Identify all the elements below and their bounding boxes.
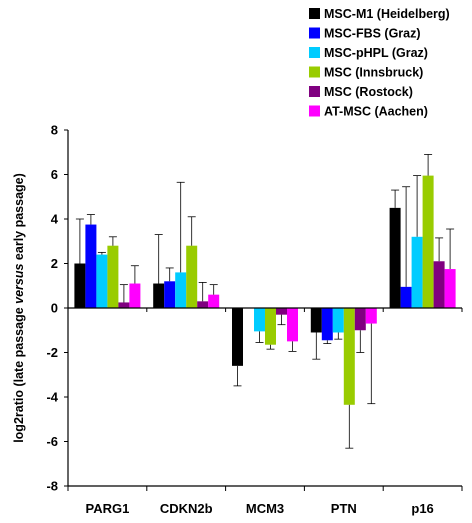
category-label-1: CDKN2b: [160, 501, 213, 516]
y-axis-label: log2ratio (late passage versus early pas…: [12, 173, 26, 443]
legend-label-4: MSC (Rostock): [324, 85, 413, 99]
bar-4-3: [354, 308, 366, 331]
y-tick-label-6: 4: [51, 212, 59, 227]
bar-0-4: [389, 207, 401, 309]
y-tick-label-2: -4: [46, 390, 58, 405]
legend-label-2: MSC-pHPL (Graz): [324, 46, 428, 60]
error-bars: [75, 154, 455, 449]
y-axis-label-italic: versus: [12, 264, 26, 304]
y-tick-label-8: 8: [51, 123, 58, 138]
legend-swatch-0: [309, 8, 320, 19]
axes: -8 -6 -4 -2 0 2 4 6 8 PARG1 CDKN2b MCM3 PTN p16: [46, 123, 463, 516]
y-tick-label-0: -8: [46, 479, 58, 494]
bar-5-3: [365, 308, 377, 324]
category-label-4: p16: [411, 501, 433, 516]
bar-5-2: [287, 308, 298, 342]
y-axis-label-suffix: early passage): [12, 173, 26, 263]
y-tick-label-7: 6: [51, 167, 58, 182]
bar-1-0: [85, 224, 97, 308]
y-tick-label-5: 2: [51, 256, 58, 271]
legend-label-1: MSC-FBS (Graz): [324, 27, 421, 41]
y-tick-label-3: -2: [46, 345, 58, 360]
legend: MSC-M1 (Heidelberg) MSC-FBS (Graz) MSC-pHP…: [309, 7, 450, 119]
y-tick-label-4: 0: [51, 301, 58, 316]
bar-2-4: [411, 236, 423, 308]
legend-swatch-2: [309, 47, 320, 58]
bar-5-1: [208, 294, 220, 308]
legend-swatch-5: [309, 105, 320, 117]
legend-label-5: AT-MSC (Aachen): [324, 105, 428, 119]
bar-2-0: [96, 254, 108, 308]
bar-2-1: [175, 272, 187, 308]
bar-2-3: [332, 308, 344, 333]
bar-2-2: [254, 308, 265, 332]
bars: [74, 175, 456, 405]
category-label-2: MCM3: [246, 501, 284, 516]
legend-swatch-3: [309, 66, 320, 78]
bar-0-0: [74, 263, 86, 308]
bar-5-0: [129, 283, 141, 308]
category-label-0: PARG1: [85, 501, 129, 516]
y-tick-label-1: -6: [46, 434, 58, 449]
bar-4-4: [433, 261, 445, 308]
category-label-3: PTN: [331, 501, 357, 516]
bar-0-1: [153, 283, 165, 308]
bar-0-2: [232, 308, 243, 366]
bar-1-4: [400, 286, 412, 308]
y-axis-label-prefix: log2ratio (late passage: [12, 304, 26, 443]
legend-swatch-4: [309, 86, 320, 97]
legend-label-0: MSC-M1 (Heidelberg): [324, 7, 450, 21]
bar-3-4: [422, 175, 434, 308]
legend-swatch-1: [309, 27, 320, 39]
bar-4-1: [197, 301, 209, 308]
bar-1-3: [321, 308, 333, 341]
bar-3-2: [265, 308, 276, 345]
bar-5-4: [444, 269, 456, 308]
bar-3-1: [186, 245, 198, 308]
bar-1-1: [164, 281, 176, 308]
legend-label-3: MSC (Innsbruck): [324, 66, 423, 80]
bar-4-0: [118, 302, 130, 308]
bar-3-0: [107, 245, 119, 308]
bar-0-3: [310, 308, 322, 333]
bar-4-2: [276, 308, 287, 315]
bar-3-3: [343, 308, 355, 405]
